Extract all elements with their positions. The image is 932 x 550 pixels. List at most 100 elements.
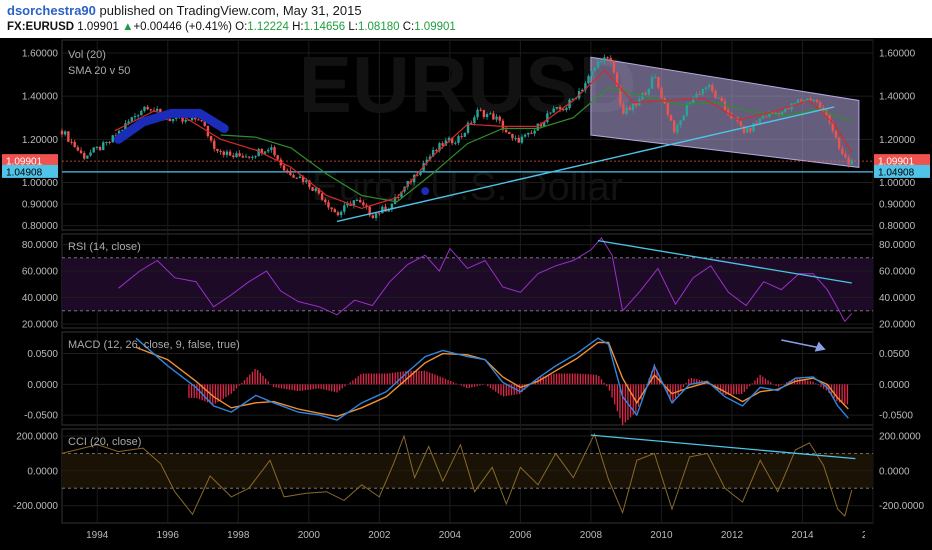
rsi-trendline (597, 239, 852, 284)
pane-frame-macd (61, 331, 874, 426)
sma-50-line (220, 86, 853, 203)
candle-body (314, 188, 317, 191)
candle-body (266, 149, 270, 152)
candle-body (485, 114, 489, 118)
candle-body (536, 123, 540, 131)
candle-body (682, 115, 685, 121)
candle-body (416, 174, 419, 176)
candle-body (799, 99, 803, 101)
cci-line (61, 432, 853, 517)
candle-body (282, 165, 286, 171)
y-tick-label-right: 1.60000 (879, 48, 916, 59)
candle-body (251, 156, 254, 158)
candle-body (355, 199, 359, 201)
candle-body (774, 113, 777, 115)
x-tick-label: 2014 (791, 530, 814, 541)
candle-body (276, 155, 279, 160)
y-tick-label-right: -0.0500 (879, 411, 913, 422)
candle-body (108, 141, 111, 143)
candle-body (209, 136, 213, 141)
symbol-line: FX:EURUSD 1.09901 ▲+0.00446 (+0.41%) O:1… (7, 21, 456, 33)
candle-body (704, 87, 708, 90)
y-tick-label-right: 60.0000 (879, 267, 916, 278)
candle-body (352, 200, 356, 206)
candle-body (295, 177, 298, 179)
y-tick-label-left: 80.0000 (22, 240, 59, 251)
candle-body (330, 207, 333, 210)
candle-body (650, 77, 654, 89)
candle-body (105, 141, 108, 143)
rsi-legend: RSI (14, close) (68, 241, 141, 253)
macd-line (135, 337, 849, 421)
y-tick-label-right: 1.00000 (879, 178, 916, 189)
sma-20-line (114, 69, 853, 210)
close-label: C: (402, 21, 415, 33)
candle-body (803, 100, 806, 102)
candle-body (368, 206, 371, 216)
candle-body (482, 110, 486, 118)
candle-body (343, 205, 346, 212)
macd-legend: MACD (12, 26, close, 9, false, true) (68, 339, 240, 351)
candle-body (711, 85, 714, 92)
candle-body (660, 87, 663, 99)
candle-body (476, 109, 479, 118)
candle-body (514, 137, 517, 139)
candle-body (92, 147, 95, 153)
open-value: 1.12224 (247, 21, 289, 33)
candle-body (228, 151, 232, 156)
candle-body (308, 180, 311, 188)
x-tick-label: 1998 (227, 530, 250, 541)
candle-body (327, 202, 330, 208)
chart-canvas[interactable]: 0.80000 0.80000 0.90000 0.90000 1.00000 1.000… (0, 38, 932, 550)
candle-body (555, 106, 559, 109)
y-tick-label-right: 1.20000 (879, 135, 916, 146)
candle-body (590, 70, 593, 77)
chart-header: dsorchestra90 published on TradingView.c… (0, 0, 932, 38)
blue-arc-drawing (113, 108, 229, 144)
candle-body (159, 108, 162, 114)
candle-body (406, 181, 409, 187)
candle-body (692, 97, 695, 103)
candle-body (701, 89, 704, 95)
candle-body (758, 118, 762, 124)
candle-body (489, 113, 492, 115)
candle-body (384, 206, 387, 212)
last-price: 1.09901 (77, 21, 119, 33)
candle-body (717, 97, 720, 99)
high-label: H: (292, 21, 304, 33)
candle-body (241, 155, 245, 158)
candle-body (600, 61, 603, 63)
candle-body (222, 151, 225, 155)
candle-body (428, 156, 432, 160)
candle-body (102, 142, 105, 151)
candle-body (374, 213, 378, 218)
x-tick-label: 2004 (439, 530, 462, 541)
candle-body (397, 196, 400, 198)
candle-body (89, 152, 92, 156)
y-tick-label-right: 80.0000 (879, 240, 916, 251)
candle-body (469, 122, 473, 124)
candle-body (203, 120, 206, 126)
candle-body (190, 116, 194, 121)
candle-body (549, 112, 552, 114)
candle-body (698, 94, 701, 96)
candle-body (387, 209, 390, 212)
candle-body (593, 67, 597, 71)
candle-body (714, 91, 717, 99)
y-tick-label-left: 0.0500 (27, 349, 58, 360)
candle-body (466, 122, 470, 133)
author-link[interactable]: dsorchestra90 (7, 3, 96, 18)
symbol-name[interactable]: FX:EURUSD (7, 21, 75, 33)
candle-body (539, 123, 543, 127)
y-tick-label-left: 60.0000 (22, 267, 59, 278)
candle-body (378, 213, 381, 215)
candle-body (362, 202, 365, 206)
y-tick-label-right: 20.0000 (879, 320, 916, 331)
candle-body (270, 147, 273, 150)
candle-body (596, 61, 600, 68)
candle-body (86, 155, 89, 159)
candle-body (333, 209, 336, 213)
cci-legend: CCI (20, close) (68, 436, 141, 448)
candle-body (381, 206, 384, 214)
candle-body (793, 103, 796, 105)
